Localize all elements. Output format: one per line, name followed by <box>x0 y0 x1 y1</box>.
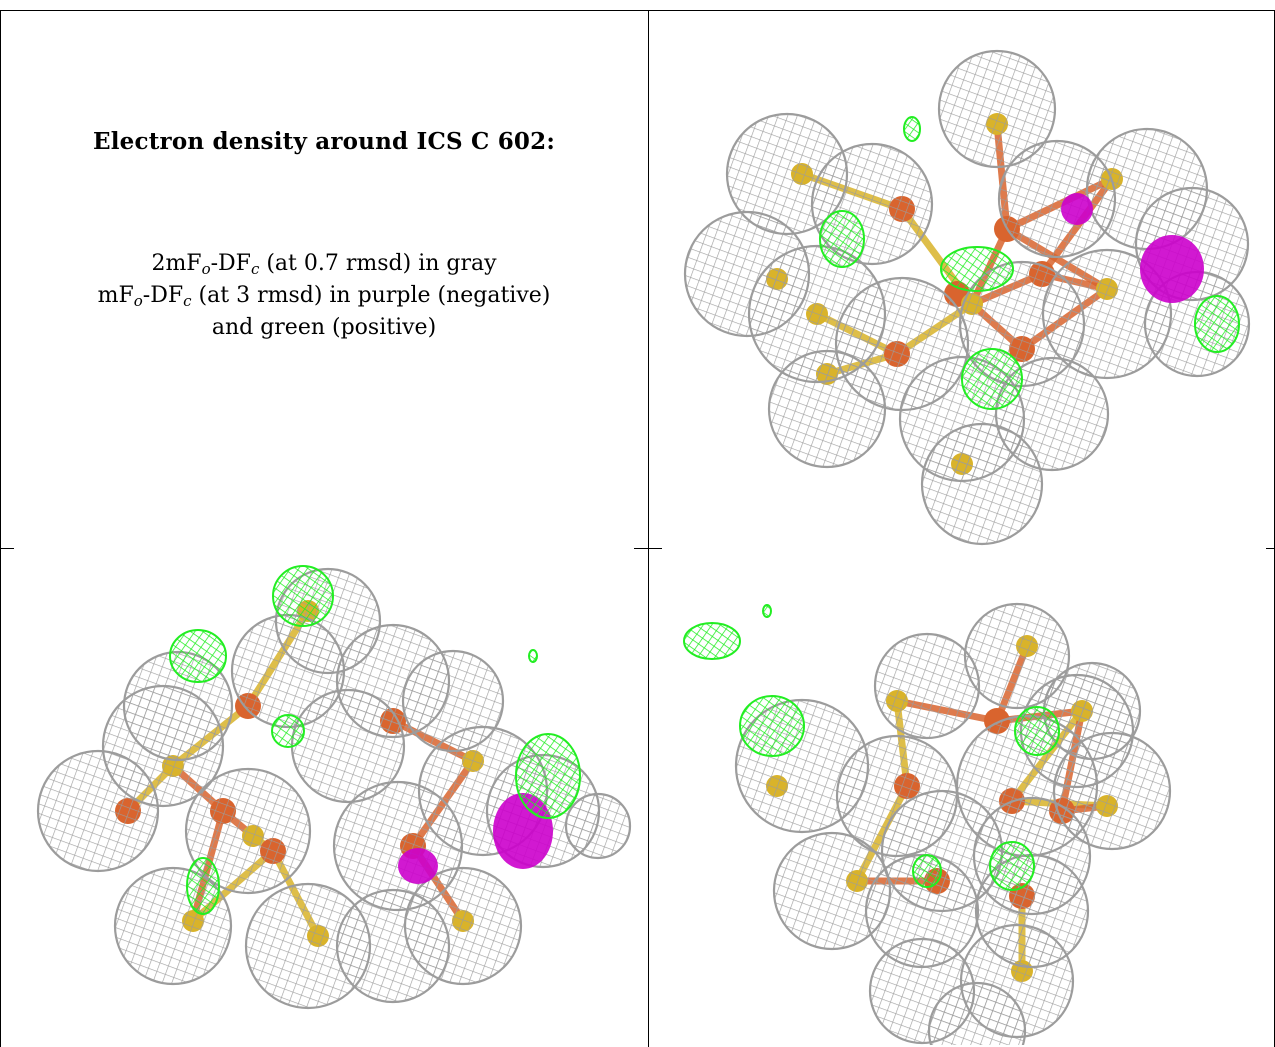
positive-density-outline <box>271 714 305 748</box>
positive-density-mesh <box>820 211 864 267</box>
density-mesh-outline <box>184 767 312 895</box>
density-render <box>36 565 632 1010</box>
density-mesh-sphere <box>999 141 1115 257</box>
positive-density-outline <box>515 733 581 819</box>
positive-density-outline <box>683 622 741 660</box>
row-divider-left <box>0 548 14 549</box>
density-mesh-sphere <box>403 651 503 751</box>
legend-line-difference: mFo-DFc (at 3 rmsd) in purple (negative) <box>97 283 551 310</box>
density-mesh-sphere <box>929 983 1025 1045</box>
positive-density-outline <box>528 649 538 663</box>
positive-density-mesh <box>1195 296 1239 352</box>
density-mesh-sphere <box>939 51 1055 167</box>
density-mesh-outline <box>113 866 233 986</box>
positive-density-mesh <box>740 696 804 756</box>
positive-density-outline <box>1014 706 1060 756</box>
density-view-bottom-left <box>3 551 646 1045</box>
density-mesh-sphere <box>875 634 979 738</box>
density-mesh-outline <box>564 792 632 860</box>
positive-density-outline <box>272 565 334 627</box>
density-mesh-sphere <box>774 833 890 949</box>
density-mesh-outline <box>1052 731 1172 851</box>
positive-density-mesh <box>962 349 1022 409</box>
column-divider <box>648 10 649 1047</box>
density-mesh-outline <box>36 749 160 873</box>
positive-density-mesh <box>990 842 1034 890</box>
density-mesh-sphere <box>186 769 310 893</box>
left-border <box>0 10 1 1047</box>
density-mesh-outline <box>101 684 225 808</box>
positive-density-outline <box>903 116 921 142</box>
positive-density-mesh <box>170 630 226 682</box>
density-mesh-sphere <box>566 794 630 858</box>
positive-density-outline <box>940 246 1014 292</box>
positive-density-mesh <box>904 117 920 141</box>
density-mesh-sphere <box>38 751 158 871</box>
density-mesh-sphere <box>769 351 885 467</box>
density-render <box>683 602 1172 1045</box>
positive-density-mesh <box>1015 707 1059 755</box>
top-border <box>0 10 1275 11</box>
positive-density-mesh <box>529 650 537 662</box>
positive-density-outline <box>169 629 227 683</box>
positive-density-mesh <box>684 623 740 659</box>
positive-density-mesh <box>272 715 304 747</box>
density-mesh-sphere <box>965 604 1069 708</box>
density-view-top-right <box>652 14 1272 546</box>
positive-density-outline <box>819 210 865 268</box>
density-mesh-outline <box>810 142 934 266</box>
positive-density-mesh <box>273 566 333 626</box>
density-mesh-outline <box>403 866 523 986</box>
density-mesh-outline <box>994 356 1110 472</box>
negative-density-blob <box>1061 193 1093 225</box>
density-mesh-outline <box>937 49 1057 169</box>
positive-density-outline <box>186 857 220 915</box>
legend-line-positive: and green (positive) <box>211 315 437 340</box>
density-mesh-sphere <box>292 690 404 802</box>
positive-density-outline <box>961 348 1023 410</box>
positive-density-mesh <box>941 247 1013 291</box>
row-divider-right <box>1266 548 1275 549</box>
density-mesh-outline <box>767 349 887 469</box>
density-mesh-sphere <box>1054 733 1170 849</box>
negative-density-blob <box>1140 235 1204 303</box>
figure-title: Electron density around ICS C 602: <box>92 128 556 155</box>
row-divider-mid <box>634 548 662 549</box>
density-mesh-outline <box>927 981 1027 1045</box>
positive-density-outline <box>739 695 805 757</box>
negative-density-blob <box>398 848 438 884</box>
legend-line-gray: 2mFo-DFc (at 0.7 rmsd) in gray <box>151 251 497 278</box>
density-mesh-outline <box>873 632 981 740</box>
density-mesh-sphere <box>922 424 1042 544</box>
density-mesh-sphere <box>1043 250 1171 378</box>
positive-density-outline <box>912 854 942 888</box>
positive-density-outline <box>762 604 772 618</box>
density-view-bottom-right <box>652 551 1272 1045</box>
positive-density-mesh <box>763 605 771 617</box>
caption-cell: Electron density around ICS C 602: 2mFo-… <box>0 0 648 548</box>
density-mesh-sphere <box>246 884 370 1008</box>
positive-density-outline <box>989 841 1035 891</box>
density-render <box>683 49 1251 546</box>
density-mesh-sphere <box>866 855 978 967</box>
positive-density-mesh <box>187 858 219 914</box>
positive-density-outline <box>1194 295 1240 353</box>
density-mesh-outline <box>920 422 1044 546</box>
density-mesh-sphere <box>405 868 521 984</box>
positive-density-mesh <box>516 734 580 818</box>
positive-density-mesh <box>913 855 941 887</box>
legend-text: 2mFo-DFc (at 0.7 rmsd) in gray mFo-DFc (… <box>0 248 648 344</box>
